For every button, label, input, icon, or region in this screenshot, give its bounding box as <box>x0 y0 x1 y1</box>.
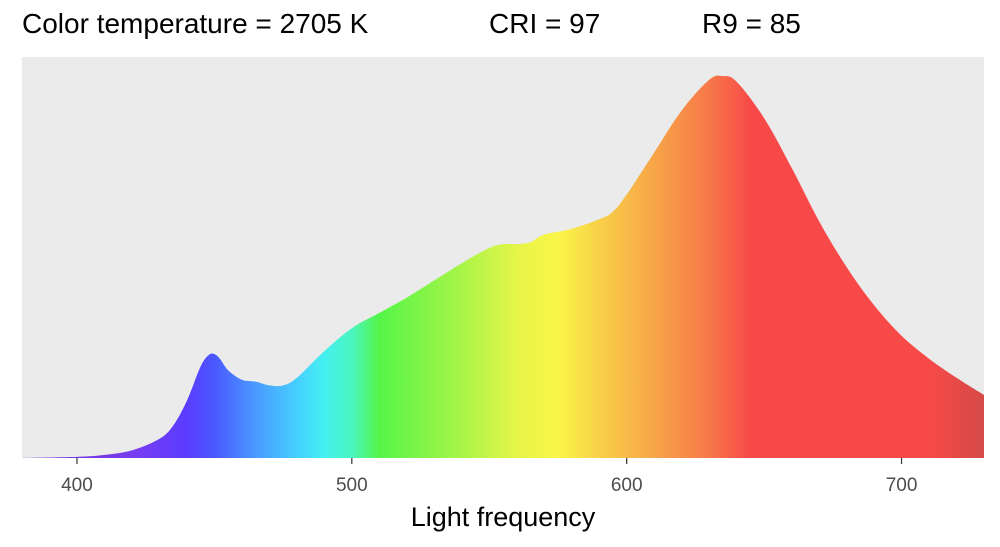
color-temperature-label: Color temperature = 2705 K <box>22 8 369 39</box>
x-tick-label: 600 <box>611 475 643 496</box>
x-axis: 400 500 600 700 <box>61 458 917 496</box>
chart-header: Color temperature = 2705 K CRI = 97 R9 =… <box>22 8 982 44</box>
x-tick-label: 500 <box>336 475 368 496</box>
x-axis-title: Light frequency <box>411 502 596 532</box>
r9-label: R9 = 85 <box>702 8 801 39</box>
cri-label: CRI = 97 <box>489 8 601 39</box>
x-tick-label: 700 <box>886 475 918 496</box>
x-tick-label: 400 <box>61 475 93 496</box>
spectrum-area <box>22 75 984 458</box>
